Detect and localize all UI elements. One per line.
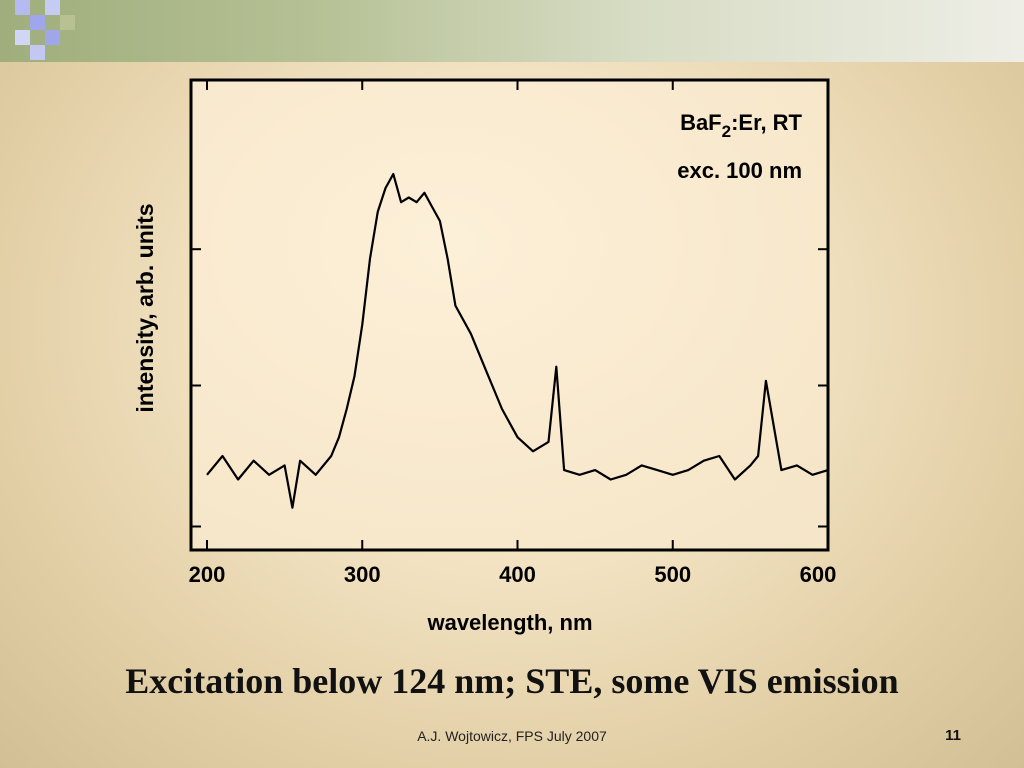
x-tick-labels: 200 300 400 500 600 (189, 562, 837, 587)
excitation-annotation: exc. 100 nm (677, 158, 802, 183)
plot-frame (189, 78, 830, 552)
x-tick-label-600: 600 (800, 562, 837, 587)
x-tick-label-400: 400 (499, 562, 536, 587)
compound-annotation: BaF2:Er, RT (680, 110, 802, 141)
corner-squares-decoration (0, 0, 80, 62)
y-axis-label: intensity, arb. units (132, 203, 158, 412)
x-axis-label: wavelength, nm (426, 610, 592, 635)
slide-title: Excitation below 124 nm; STE, some VIS e… (125, 661, 899, 701)
x-tick-label-300: 300 (344, 562, 381, 587)
footer-text: A.J. Wojtowicz, FPS July 2007 (417, 728, 607, 744)
page-number: 11 (945, 727, 961, 744)
top-accent-bar (0, 0, 1024, 62)
emission-spectrum-line (206, 172, 828, 509)
x-tick-label-500: 500 (654, 562, 691, 587)
plot-background (191, 80, 828, 550)
x-tick-label-200: 200 (189, 562, 226, 587)
